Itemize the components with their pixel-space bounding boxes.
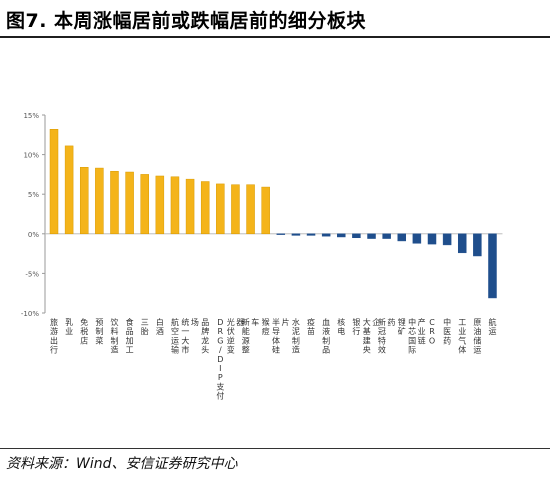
source-divider — [0, 448, 550, 449]
bar — [473, 233, 482, 257]
bar — [200, 181, 210, 235]
source-note: 资料来源：Wind、安信证券研究中心 — [6, 456, 238, 472]
category-label: 统一大市场 — [181, 317, 199, 355]
category-label: 银行 — [352, 317, 360, 336]
bar — [125, 171, 134, 235]
category-label: 锂矿 — [398, 317, 406, 336]
category-label: 核电 — [337, 317, 345, 336]
bar — [64, 145, 74, 235]
category-label: 大基建央企 — [363, 317, 381, 355]
category-label: 中芯国际产业链 — [408, 317, 426, 355]
bar — [49, 129, 59, 235]
bar — [382, 233, 391, 239]
category-label: 原油储运 — [473, 318, 481, 355]
bar — [321, 233, 331, 237]
y-tick-label: 0% — [28, 231, 39, 239]
bar — [337, 233, 346, 238]
bar — [261, 186, 270, 235]
category-label: 食品加工 — [126, 317, 134, 355]
bar — [488, 233, 497, 299]
bar — [367, 233, 376, 239]
category-label: 血液制品 — [322, 317, 330, 355]
category-label: 航空运输 — [171, 317, 179, 355]
bar — [306, 233, 316, 236]
category-label: 工业气体 — [458, 318, 466, 355]
bar — [140, 174, 149, 235]
bar — [185, 178, 195, 235]
category-label: 航运 — [488, 317, 496, 336]
category-label: D R G / D I P 支付 — [216, 318, 224, 401]
category-label: 三胎 — [141, 318, 149, 336]
category-label: 乳业 — [65, 317, 73, 336]
title-divider — [0, 36, 550, 38]
bar — [352, 233, 361, 239]
y-tick-label: 10% — [23, 152, 39, 160]
bar — [231, 184, 240, 235]
category-label: 猴痘 — [262, 318, 270, 336]
category-label: 光伏逆变器 — [227, 317, 245, 355]
category-label: 免税店 — [80, 317, 88, 345]
bar — [427, 233, 437, 245]
bar — [170, 176, 180, 235]
category-label: 中医药 — [443, 317, 451, 345]
bar — [457, 233, 467, 254]
category-label: 新能源整车 — [242, 317, 260, 355]
figure-header: 图7. 本周涨幅居前或跌幅居前的细分板块 — [0, 0, 550, 38]
y-tick-label: 15% — [23, 112, 39, 120]
bar — [291, 233, 301, 236]
category-label: 旅游出行 — [50, 317, 58, 355]
category-label: 品牌龙头 — [201, 318, 209, 355]
bar — [95, 167, 104, 235]
category-label: 水泥制造 — [292, 317, 300, 355]
bar — [110, 170, 119, 235]
bar — [79, 167, 89, 235]
category-label: 疫苗 — [307, 317, 315, 336]
category-label: 新冠特效药 — [378, 317, 396, 355]
y-tick-label: 5% — [28, 191, 39, 199]
bar — [246, 184, 255, 235]
category-label: 半导体硅片 — [272, 317, 290, 355]
category-label: 白酒 — [156, 317, 164, 336]
bar — [155, 175, 165, 235]
figure-title: 图7. 本周涨幅居前或跌幅居前的细分板块 — [6, 10, 367, 32]
bar — [216, 183, 225, 235]
y-tick-label: -5% — [25, 270, 39, 278]
category-label: 饮料制造 — [110, 317, 118, 355]
bar — [412, 233, 422, 244]
bar-chart: 15% 10% 5% 0% -5% -10% 旅游出行乳业免税店预制菜饮料制造食品加工三胎白… — [21, 112, 503, 401]
bar — [397, 233, 407, 242]
y-tick-label: -10% — [21, 310, 39, 318]
bar — [276, 233, 286, 235]
category-label: 预制菜 — [95, 317, 103, 345]
bar — [442, 233, 452, 246]
